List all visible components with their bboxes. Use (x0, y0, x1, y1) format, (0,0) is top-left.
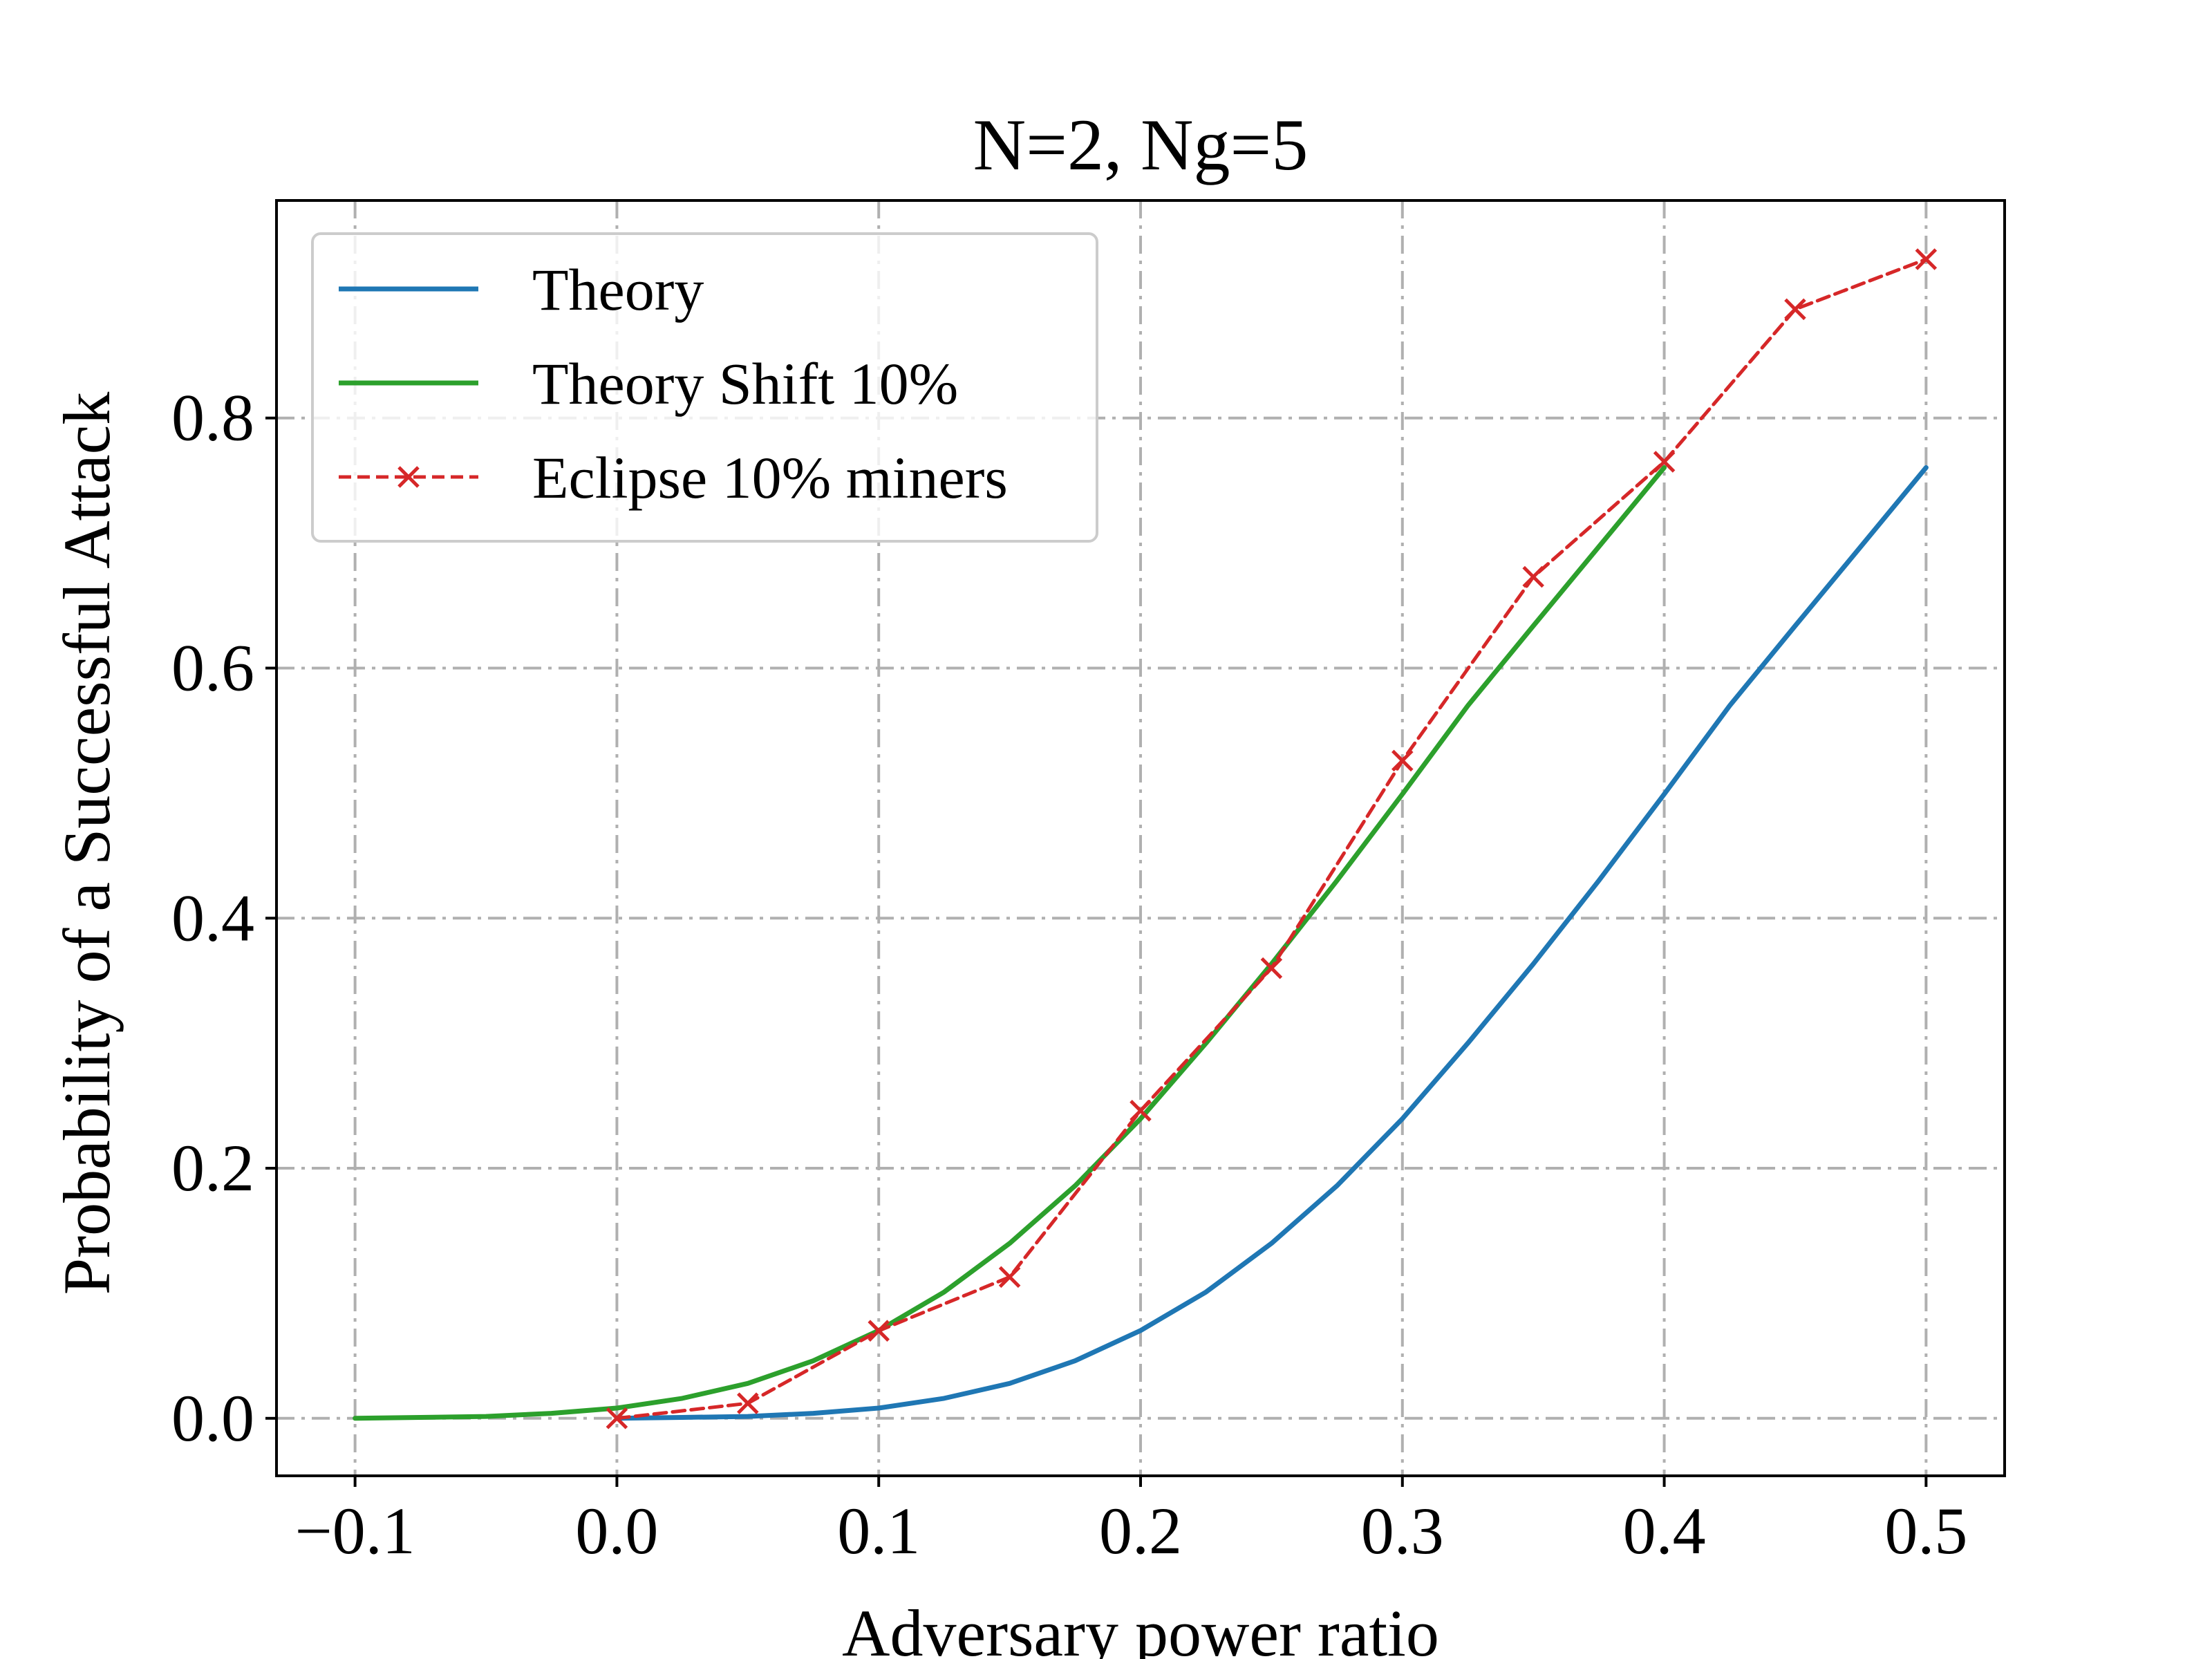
legend-label-series-theory-shift-10: Theory Shift 10% (532, 350, 958, 417)
series-eclipse-10-miners-point (737, 1392, 759, 1414)
series-eclipse-10-miners-point (998, 1266, 1021, 1288)
y-tick-label: 0.8 (171, 381, 254, 455)
series-theory-line (614, 465, 1929, 1421)
legend: Theory Theory Shift 10% Eclipse 10% miners (311, 232, 1098, 543)
y-tick-label: 0.4 (171, 881, 254, 955)
y-tick-label: 0.2 (171, 1131, 254, 1205)
series-eclipse-10-miners-point (1653, 451, 1676, 473)
x-marker-stroke (1130, 1100, 1152, 1122)
y-tick-label: 0.0 (171, 1381, 254, 1455)
series-eclipse-10-miners-point (1522, 565, 1544, 588)
x-marker-stroke (397, 466, 420, 488)
plot-series (353, 248, 1938, 1430)
x-tick-label: 0.1 (837, 1494, 920, 1568)
x-marker-stroke (1391, 749, 1414, 772)
x-marker-stroke (1653, 451, 1676, 473)
x-marker-stroke (868, 1320, 890, 1342)
legend-marker-series-eclipse-10-miners (397, 466, 420, 488)
series-eclipse-10-miners-point (1260, 957, 1283, 980)
series-theory-shift-10-line (353, 465, 1667, 1421)
series-eclipse-10-miners-point (1915, 248, 1938, 270)
x-marker-stroke (1915, 248, 1938, 270)
series-eclipse-10-miners-point (1784, 298, 1806, 321)
x-marker-stroke (606, 1407, 628, 1430)
x-tick-label: 0.5 (1884, 1494, 1967, 1568)
x-marker-stroke (998, 1266, 1021, 1288)
x-tick-label: 0.2 (1099, 1494, 1182, 1568)
x-marker-stroke (1522, 565, 1544, 588)
x-axis-label: Adversary power ratio (842, 1596, 1439, 1659)
y-tick-label: 0.6 (171, 631, 254, 705)
legend-label-series-theory: Theory (532, 256, 704, 323)
x-marker-stroke (1260, 957, 1283, 980)
x-marker-stroke (1784, 298, 1806, 321)
series-eclipse-10-miners-point (606, 1407, 628, 1430)
x-tick-label: 0.0 (575, 1494, 658, 1568)
x-marker-stroke (737, 1392, 759, 1414)
legend-box (311, 232, 1098, 543)
y-axis-ticks: 0.0 0.2 0.4 0.6 0.8 (171, 381, 276, 1455)
series-eclipse-10-miners-point (868, 1320, 890, 1342)
x-axis-ticks: −0.1 0.0 0.1 0.2 0.3 0.4 0.5 (295, 1476, 1967, 1568)
series-eclipse-10-miners-point (1391, 749, 1414, 772)
x-tick-label: 0.3 (1361, 1494, 1444, 1568)
x-tick-label: 0.4 (1623, 1494, 1706, 1568)
chart-title: N=2, Ng=5 (973, 104, 1309, 185)
y-axis-label: Probability of a Successful Attack (50, 392, 124, 1295)
series-eclipse-10-miners-point (1130, 1100, 1152, 1122)
x-tick-label: −0.1 (295, 1494, 415, 1568)
legend-label-series-eclipse-10-miners: Eclipse 10% miners (532, 444, 1008, 511)
